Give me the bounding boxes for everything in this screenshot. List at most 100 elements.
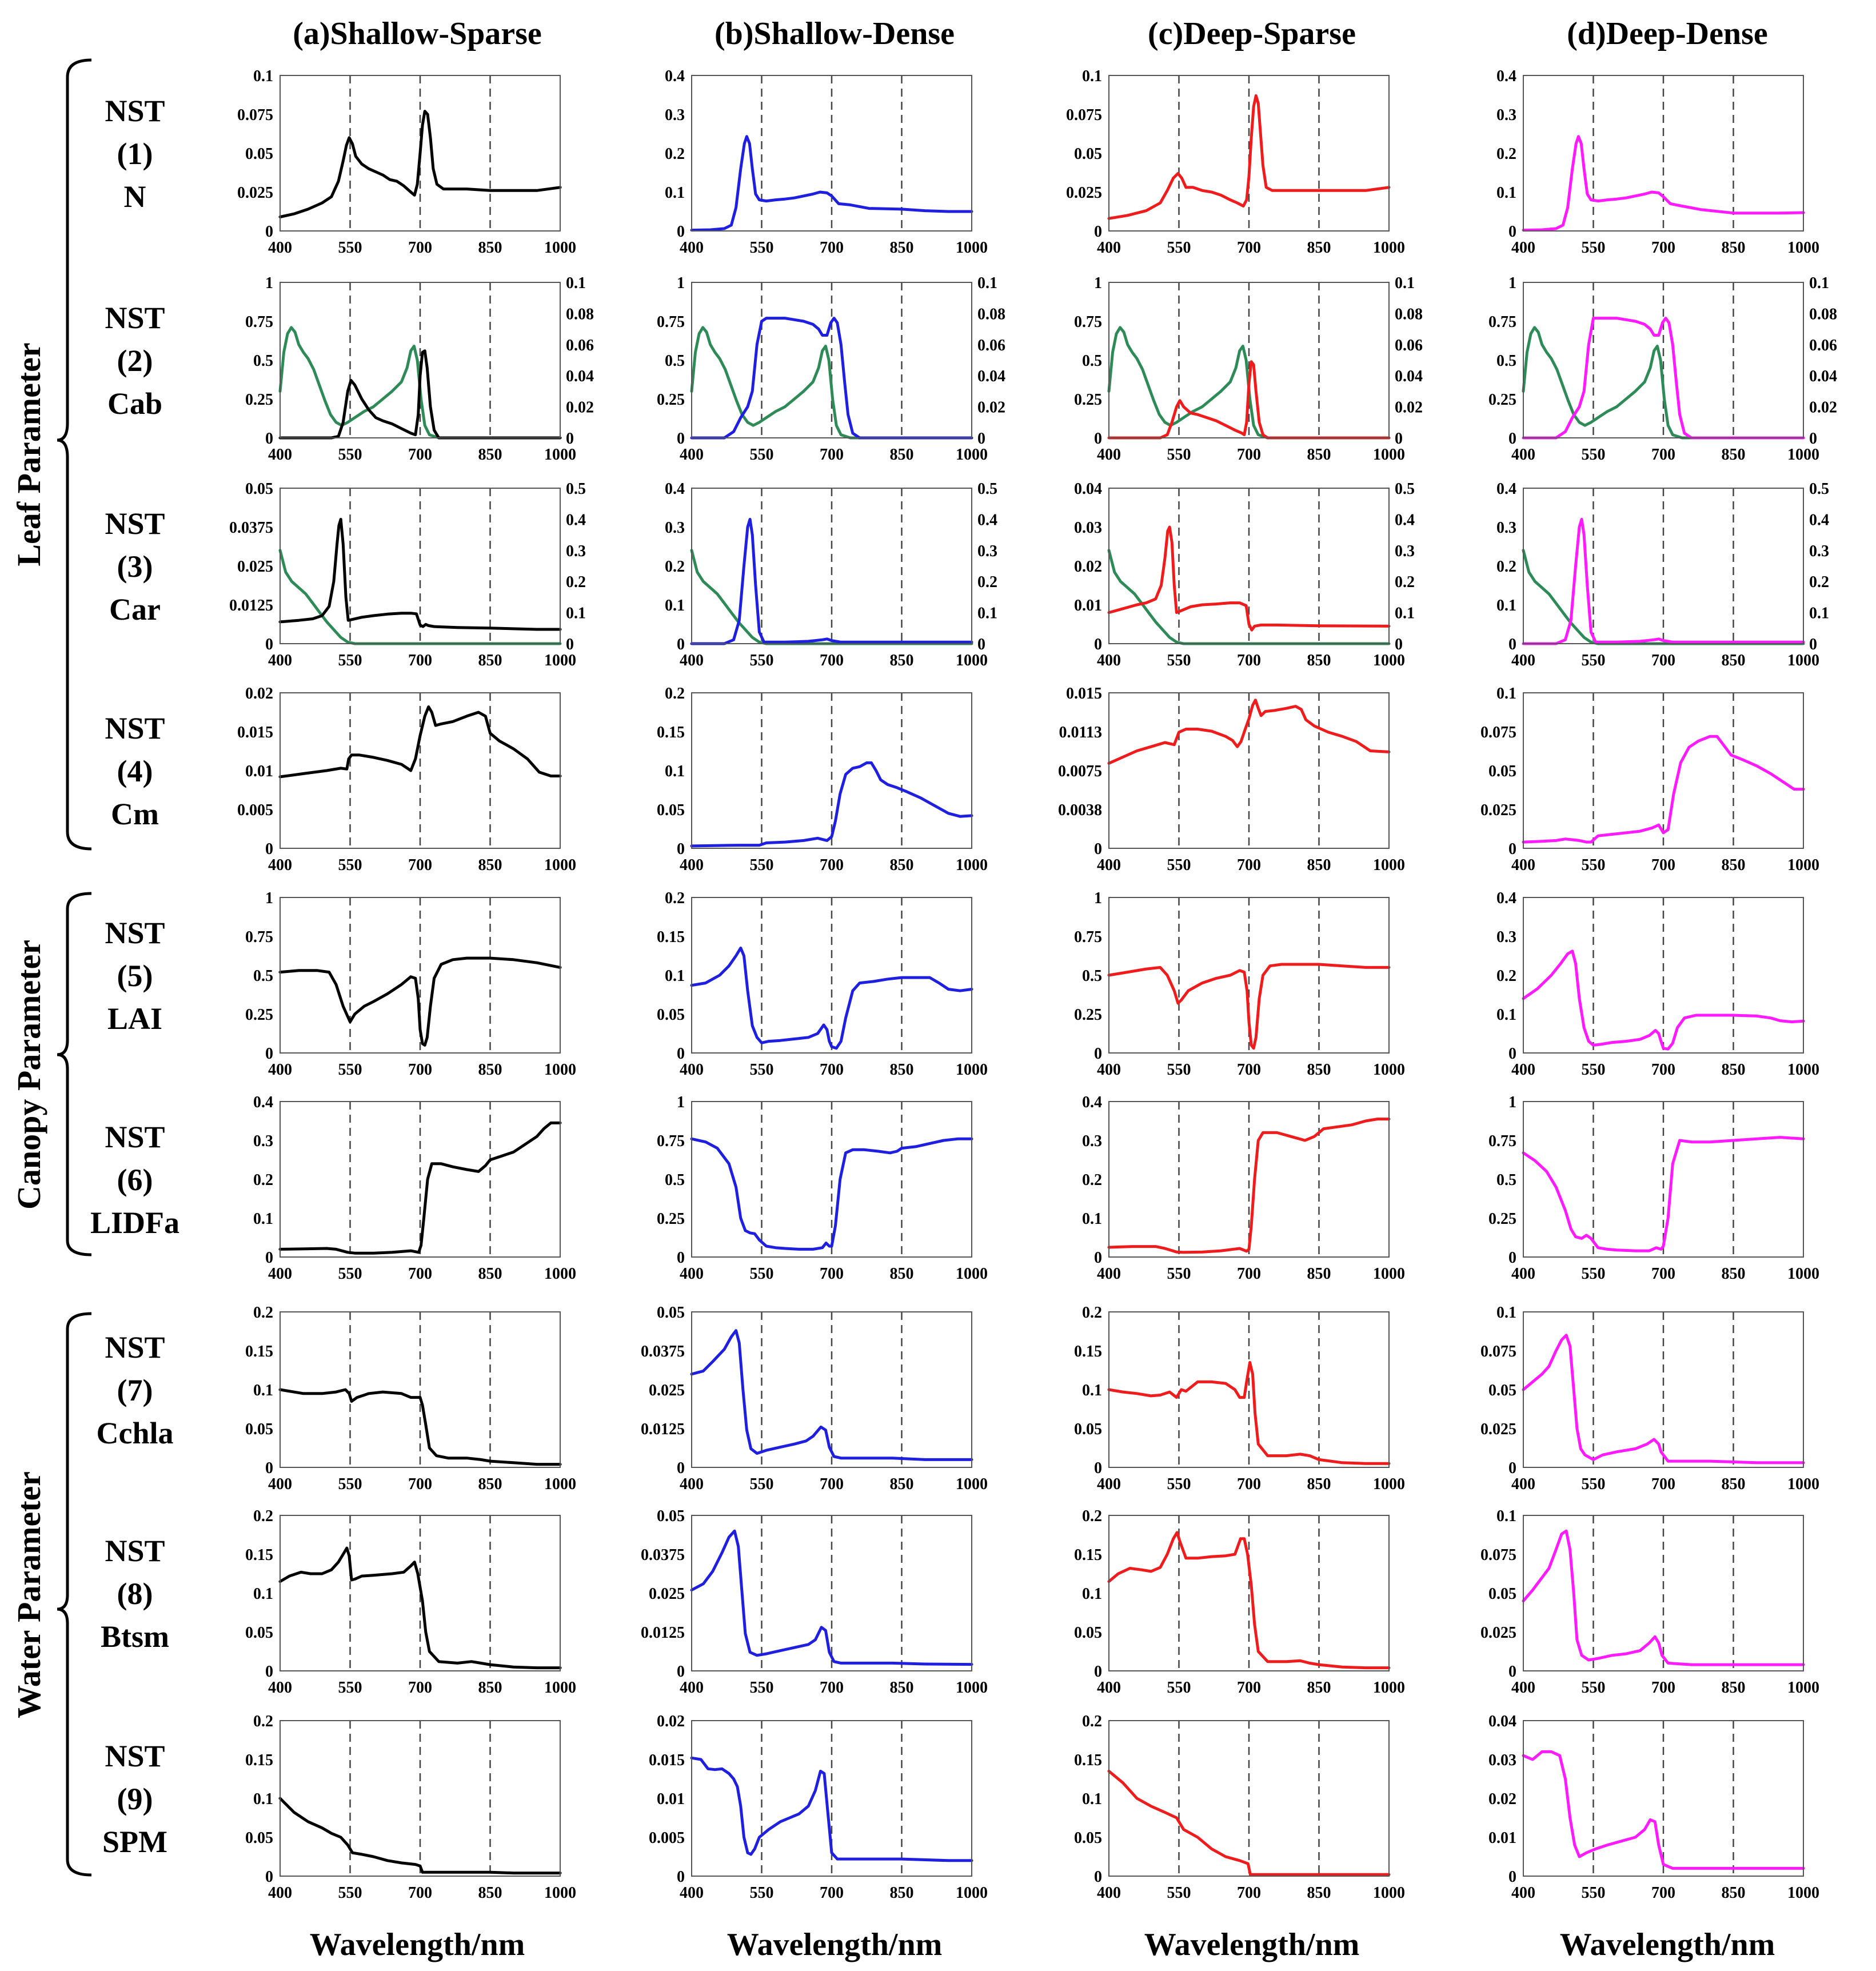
column-title-deep-sparse: (c)Deep-Sparse — [1148, 16, 1356, 51]
plot-frame — [280, 1720, 561, 1877]
y-tick-label: 1 — [677, 1094, 685, 1111]
x-tick-label: 1000 — [544, 1061, 576, 1079]
y-tick-label: 0.5 — [253, 352, 273, 370]
x-tick-label: 550 — [338, 239, 362, 257]
y-tick-label: 0.2 — [1496, 967, 1516, 985]
x-tick-label: 1000 — [1787, 652, 1819, 669]
x-tick-label: 700 — [1651, 1884, 1675, 1902]
x-tick-label: 550 — [1582, 1061, 1606, 1079]
series-line — [278, 1388, 562, 1466]
plot-frame — [1523, 488, 1804, 644]
panel-row2-a: 0 0.25 0.5 0.75 1 0 0.02 0.04 0.06 0.08 0.1 400 550 7… — [245, 274, 594, 464]
y-tick-label: 0 — [677, 636, 685, 653]
series-line — [690, 1529, 973, 1666]
x-tick-label: 400 — [1097, 239, 1121, 257]
canopy-group-bracket — [57, 892, 92, 1256]
y-tick-label: 0.1 — [1496, 1507, 1516, 1525]
x-tick-label: 850 — [890, 652, 914, 669]
row-label-1-line-2: (1) — [117, 137, 153, 171]
right-y-tick-label: 0.02 — [1809, 399, 1837, 417]
x-tick-label: 850 — [1722, 1679, 1746, 1697]
x-tick-label: 550 — [750, 1884, 774, 1902]
x-tick-label: 850 — [1307, 856, 1331, 874]
row-label-8-line-3: Btsm — [101, 1619, 169, 1654]
y-tick-label: 0.4 — [665, 67, 685, 85]
right-y-tick-label: 0 — [1395, 636, 1403, 653]
x-tick-label: 1000 — [956, 1475, 988, 1493]
right-y-tick-label: 0.1 — [977, 274, 997, 292]
right-y-tick-label: 0.02 — [977, 399, 1005, 417]
x-tick-label: 400 — [680, 239, 704, 257]
row-label-8-line-1: NST — [105, 1534, 165, 1568]
y-tick-label: 0.75 — [657, 1132, 685, 1150]
panel-row4-a: 0 0.005 0.01 0.015 0.02 400 550 700 850 1000 — [237, 685, 576, 874]
panel-row8-a: 0 0.05 0.1 0.15 0.2 400 550 700 850 1000 — [245, 1507, 576, 1697]
x-tick-label: 700 — [408, 239, 432, 257]
y-tick-label: 0 — [265, 1663, 273, 1681]
panel-row4-c: 0 0.0038 0.0075 0.0113 0.015 400 550 700 850 1000 — [1058, 685, 1405, 874]
panel-row2-c: 0 0.25 0.5 0.75 1 0 0.02 0.04 0.06 0.08 0.1 400 550 7… — [1074, 274, 1423, 464]
x-tick-label: 850 — [1307, 652, 1331, 669]
y-tick-label: 0.075 — [1066, 106, 1102, 124]
x-tick-label: 700 — [820, 446, 844, 464]
row-label-5-line-3: LAI — [107, 1002, 162, 1036]
x-tick-label: 400 — [1097, 1884, 1121, 1902]
x-tick-label: 1000 — [1373, 1265, 1405, 1283]
y-tick-label: 0.02 — [657, 1713, 685, 1730]
y-tick-label: 0.3 — [665, 519, 685, 537]
y-tick-label: 0.4 — [665, 480, 685, 498]
x-tick-label: 1000 — [956, 446, 988, 464]
y-tick-label: 0.05 — [1488, 763, 1516, 780]
y-tick-label: 0.15 — [1074, 1546, 1102, 1564]
x-tick-label: 550 — [1582, 856, 1606, 874]
plot-frame — [280, 1311, 561, 1468]
y-tick-label: 0.015 — [649, 1751, 685, 1769]
x-tick-label: 850 — [478, 652, 502, 669]
x-tick-label: 700 — [820, 652, 844, 669]
right-y-tick-label: 0.5 — [977, 480, 997, 498]
x-axis-label-b: Wavelength/nm — [727, 1927, 942, 1962]
right-y-tick-label: 0.2 — [566, 573, 586, 591]
plot-frame — [280, 692, 561, 849]
y-tick-label: 0.05 — [245, 1624, 273, 1642]
x-tick-label: 400 — [1097, 446, 1121, 464]
plot-frame — [280, 1515, 561, 1671]
x-tick-label: 400 — [680, 856, 704, 874]
panel-row6-d: 0 0.25 0.5 0.75 1 400 550 700 850 1000 — [1488, 1094, 1819, 1283]
panel-row5-d: 0 0.1 0.2 0.3 0.4 400 550 700 850 1000 — [1496, 889, 1819, 1079]
right-y-tick-label: 0.3 — [1809, 542, 1829, 560]
y-tick-label: 1 — [1094, 889, 1102, 907]
x-tick-label: 700 — [1237, 1475, 1261, 1493]
y-tick-label: 0.15 — [245, 1343, 273, 1360]
x-tick-label: 1000 — [1787, 856, 1819, 874]
right-y-tick-label: 0.06 — [1809, 337, 1837, 354]
y-tick-label: 0.04 — [1074, 480, 1102, 498]
series-line — [1522, 949, 1805, 1051]
x-tick-label: 700 — [1651, 856, 1675, 874]
y-tick-label: 0.1 — [665, 184, 685, 202]
y-tick-label: 0.015 — [1066, 685, 1102, 703]
y-tick-label: 0.4 — [1496, 67, 1516, 85]
y-tick-label: 0.015 — [237, 724, 273, 741]
x-tick-label: 400 — [1511, 1679, 1535, 1697]
right-y-tick-label: 0.08 — [1809, 305, 1837, 323]
x-tick-label: 1000 — [1787, 1884, 1819, 1902]
x-axis-labels: Wavelength/nm Wavelength/nm Wavelength/n… — [310, 1927, 1775, 1962]
x-tick-label: 550 — [1167, 1475, 1191, 1493]
y-tick-label: 0.2 — [253, 1304, 273, 1322]
x-tick-label: 700 — [408, 652, 432, 669]
x-tick-label: 550 — [1167, 856, 1191, 874]
overlay-series-line — [1107, 549, 1391, 645]
x-tick-label: 400 — [268, 1475, 292, 1493]
y-tick-label: 0.25 — [245, 1006, 273, 1024]
plot-frame — [1108, 282, 1390, 438]
y-tick-label: 0 — [1508, 1868, 1516, 1886]
x-tick-label: 1000 — [1787, 1475, 1819, 1493]
x-tick-label: 400 — [268, 239, 292, 257]
y-tick-label: 0.2 — [665, 558, 685, 576]
y-tick-label: 0 — [1508, 840, 1516, 858]
x-tick-label: 850 — [890, 1061, 914, 1079]
x-tick-label: 850 — [478, 1884, 502, 1902]
x-tick-label: 550 — [1167, 1061, 1191, 1079]
y-tick-label: 0.05 — [1074, 1421, 1102, 1438]
